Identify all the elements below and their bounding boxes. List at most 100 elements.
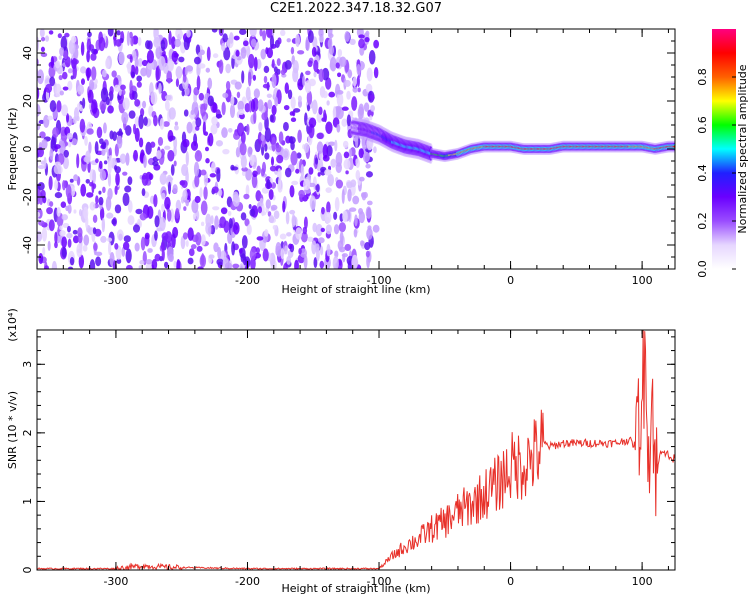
noise-blob	[200, 200, 208, 216]
noise-blob	[368, 49, 376, 65]
spectrogram-x-tick-label: -100	[367, 274, 392, 287]
noise-blob	[270, 204, 278, 211]
noise-blob	[302, 178, 311, 191]
noise-blob	[336, 123, 341, 133]
noise-blob	[66, 132, 73, 140]
noise-blob	[127, 200, 133, 213]
noise-blob	[339, 56, 347, 68]
noise-blob	[103, 122, 107, 134]
noise-blob	[62, 71, 68, 80]
noise-blob	[107, 105, 114, 114]
noise-blob	[102, 69, 107, 78]
noise-blob	[133, 149, 138, 162]
noise-blob	[323, 109, 327, 122]
noise-blob	[266, 178, 271, 189]
noise-blob	[122, 241, 130, 251]
noise-blob	[200, 221, 205, 227]
noise-blob	[67, 225, 71, 233]
noise-blob	[365, 171, 373, 178]
noise-blob	[372, 224, 380, 233]
noise-blob	[76, 243, 83, 258]
noise-blob	[101, 141, 107, 150]
noise-blob	[123, 235, 131, 243]
noise-blob	[59, 47, 65, 57]
noise-blob	[140, 67, 148, 77]
noise-blob	[300, 164, 305, 179]
noise-blob	[205, 158, 210, 164]
noise-blob	[200, 234, 206, 246]
noise-blob	[98, 160, 103, 170]
noise-blob	[56, 206, 61, 217]
noise-blob	[216, 258, 224, 266]
noise-blob	[211, 161, 216, 173]
noise-blob	[352, 76, 357, 87]
noise-blob	[102, 186, 106, 194]
noise-blob	[116, 229, 124, 241]
noise-blob	[98, 196, 104, 206]
noise-blob	[311, 99, 318, 115]
noise-blob	[237, 100, 245, 112]
noise-blob	[345, 170, 349, 175]
noise-blob	[195, 117, 202, 128]
noise-blob	[348, 207, 357, 212]
noise-blob	[137, 218, 141, 227]
noise-blob	[279, 233, 287, 240]
noise-blob	[353, 228, 358, 238]
noise-blob	[208, 254, 215, 259]
noise-blob	[356, 63, 361, 76]
noise-blob	[120, 84, 126, 91]
noise-blob	[366, 67, 373, 82]
noise-blob	[319, 86, 326, 93]
noise-blob	[337, 72, 342, 78]
noise-blob	[153, 36, 161, 49]
noise-blob	[129, 79, 133, 95]
noise-blob	[185, 151, 189, 166]
noise-blob	[218, 188, 223, 197]
noise-blob	[229, 104, 236, 118]
noise-blob	[315, 183, 320, 193]
noise-blob	[366, 200, 373, 206]
noise-blob	[134, 98, 141, 107]
noise-blob	[327, 173, 335, 187]
noise-blob	[139, 213, 147, 221]
noise-blob	[324, 169, 332, 176]
noise-blob	[55, 60, 61, 69]
noise-blob	[209, 173, 217, 178]
noise-blob	[210, 215, 214, 225]
noise-blob	[166, 69, 172, 84]
noise-blob	[262, 248, 269, 262]
noise-blob	[271, 136, 277, 152]
noise-blob	[39, 29, 45, 38]
noise-blob	[185, 240, 189, 248]
snr-x-tick-label: 100	[632, 575, 653, 588]
noise-blob	[369, 115, 373, 121]
noise-blob	[346, 90, 351, 100]
noise-blob	[275, 245, 283, 257]
noise-blob	[251, 173, 258, 189]
noise-blob	[358, 103, 365, 116]
noise-blob	[200, 169, 207, 176]
noise-blob	[295, 168, 300, 174]
noise-blob	[48, 30, 54, 35]
noise-blob	[341, 253, 349, 258]
snr-y-tick-label: 3	[21, 361, 34, 368]
noise-blob	[141, 59, 148, 67]
noise-blob	[336, 92, 344, 107]
noise-blob	[130, 36, 134, 47]
noise-blob	[280, 29, 286, 37]
noise-blob	[142, 100, 147, 109]
noise-blob	[115, 39, 122, 47]
noise-blob	[224, 262, 233, 269]
noise-blob	[59, 230, 66, 237]
noise-blob	[252, 170, 258, 178]
noise-blob	[164, 261, 169, 269]
noise-blob	[184, 66, 188, 76]
noise-blob	[358, 34, 365, 39]
noise-blob	[232, 194, 240, 207]
noise-blob	[289, 185, 295, 198]
noise-blob	[174, 125, 179, 131]
noise-blob	[337, 240, 344, 251]
spectrogram-x-tick-label: -200	[235, 274, 260, 287]
noise-blob	[245, 86, 251, 101]
noise-blob	[267, 211, 272, 217]
